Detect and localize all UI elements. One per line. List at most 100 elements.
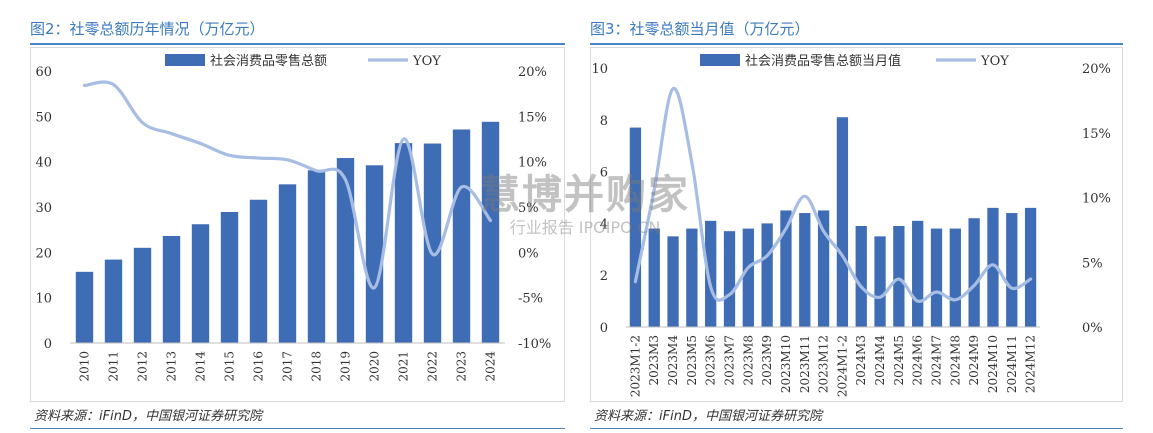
chart2-bar [1024, 207, 1037, 327]
right-chart-title: 图3：社零总额当月值（万亿元） [590, 20, 810, 38]
chart1-left-tick-label: 50 [35, 110, 52, 125]
chart1-right-tick-label: 0% [518, 246, 539, 261]
chart1-bar [365, 165, 384, 343]
chart2-bar [817, 210, 830, 327]
chart1-bar [423, 143, 442, 343]
chart2-bar [949, 228, 961, 327]
chart2-bar [761, 223, 773, 327]
chart1-category-label: 2022 [426, 351, 440, 382]
chart2-left-tick-label: 6 [600, 166, 608, 181]
chart1-right-tick-label: 15% [518, 110, 547, 125]
chart2-bar [780, 210, 792, 327]
chart2-left-tick-label: 8 [600, 114, 608, 129]
chart2-bar [912, 220, 924, 327]
chart2-bar [742, 228, 754, 327]
chart2-category-label: 2023M11 [798, 335, 812, 393]
right-source-note: 资料来源：iFinD，中国银河证券研究院 [594, 409, 822, 424]
chart2-right-tick-label: 20% [1082, 62, 1111, 77]
chart1-bar [104, 259, 123, 343]
chart1-bar [75, 271, 94, 343]
chart1-bar [162, 236, 181, 343]
chart2-right-tick-label: 0% [1082, 321, 1103, 336]
chart1-right-tick-label: 10% [518, 156, 547, 171]
chart2-left-tick-label: 2 [600, 269, 608, 284]
chart1-bar [481, 121, 500, 343]
right-chart-frame [590, 47, 1123, 402]
chart1-left-tick-label: 10 [35, 292, 52, 307]
chart1-left-tick-label: 20 [35, 246, 52, 261]
chart2-bar [836, 117, 849, 328]
chart1-bar [191, 224, 210, 343]
chart1-legend-bar-label: 社会消费品零售总额 [210, 53, 327, 69]
chart2-legend-bar-swatch [700, 54, 740, 66]
chart1-right-tick-label: -5% [518, 292, 543, 307]
chart1-legend-line-label: YOY [412, 54, 441, 69]
chart1-category-label: 2020 [368, 351, 382, 382]
chart1-category-label: 2017 [281, 351, 295, 382]
chart1-left-tick-label: 40 [35, 156, 52, 171]
chart2-category-label: 2024M11 [1005, 335, 1019, 393]
chart2-category-label: 2023M4 [666, 335, 680, 386]
chart1-bar [133, 247, 152, 343]
chart1-right-tick-label: 20% [518, 65, 547, 80]
chart2-bar [686, 228, 698, 327]
chart1-bar [278, 184, 297, 343]
chart1-category-label: 2011 [107, 351, 121, 382]
chart1-bar [336, 158, 355, 343]
chart1-category-label: 2018 [310, 351, 324, 382]
chart2-bar [968, 218, 980, 327]
chart1-left-tick-label: 60 [35, 65, 52, 80]
chart2-bar [705, 220, 717, 327]
chart2-left-tick-label: 10 [591, 62, 608, 77]
chart1-left-tick-label: 0 [44, 337, 52, 352]
chart2-category-label: 2023M10 [779, 335, 793, 393]
chart2-bar [667, 236, 679, 327]
chart2-right-tick-label: 15% [1082, 127, 1111, 142]
chart2-bar [987, 207, 999, 327]
chart2-category-label: 2024M5 [892, 335, 906, 385]
chart1-category-label: 2021 [397, 351, 411, 382]
chart2-category-label: 2023M5 [685, 335, 699, 385]
chart1-category-label: 2023 [455, 351, 469, 382]
chart2-category-label: 2024M1-2 [835, 335, 849, 397]
chart1-category-label: 2014 [194, 351, 208, 382]
chart1-right-tick-label: 5% [518, 201, 539, 216]
chart2-bar [723, 231, 736, 327]
chart2-bar [874, 236, 886, 327]
chart2-category-label: 2024M3 [854, 335, 868, 385]
chart2-bar [930, 228, 943, 327]
chart2-category-label: 2023M12 [817, 335, 831, 393]
chart1-category-label: 2013 [165, 351, 179, 382]
chart2-category-label: 2024M10 [986, 335, 1000, 393]
chart2-bar [855, 225, 867, 327]
chart2-bar [1006, 213, 1018, 327]
chart1-category-label: 2016 [252, 351, 266, 382]
chart2-category-label: 2023M7 [723, 335, 737, 385]
chart2-legend-line-label: YOY [980, 54, 1009, 69]
chart2-bar [799, 213, 811, 327]
chart2-left-tick-label: 4 [600, 217, 608, 232]
chart2-category-label: 2024M7 [930, 335, 944, 385]
left-chart-frame [30, 47, 565, 402]
chart1-bar [220, 211, 239, 343]
chart2-bar [629, 127, 642, 327]
chart1-bar [249, 199, 268, 343]
chart2-category-label: 2023M1-2 [628, 335, 642, 397]
chart2-category-label: 2024M12 [1024, 335, 1038, 393]
chart2-legend-bar-label: 社会消费品零售总额当月值 [745, 53, 901, 69]
chart1-yoy-line [82, 80, 493, 290]
chart2-right-tick-label: 10% [1082, 192, 1111, 207]
chart1-bar [307, 170, 326, 343]
chart1-bar [452, 129, 471, 343]
chart1-category-label: 2012 [136, 351, 150, 382]
chart2-category-label: 2024M6 [911, 335, 925, 385]
left-title-rule [30, 43, 565, 45]
right-title-rule [590, 43, 1123, 45]
chart2-category-label: 2023M9 [760, 335, 774, 385]
left-source-note: 资料来源：iFinD，中国银河证券研究院 [34, 409, 262, 424]
chart1-bar [394, 143, 413, 343]
chart2-bar [893, 225, 905, 327]
chart1-category-label: 2015 [223, 351, 237, 382]
chart1-left-tick-label: 30 [35, 201, 52, 216]
